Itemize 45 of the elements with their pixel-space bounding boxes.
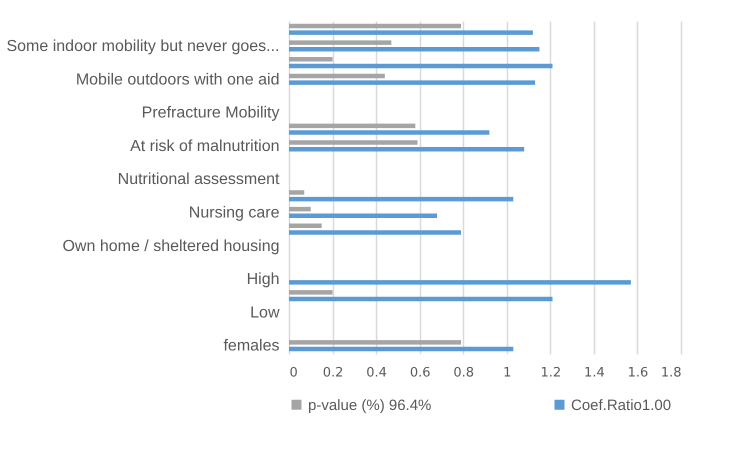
x-tick-label: 1: [503, 366, 512, 380]
x-tick-label: 1.2: [540, 366, 562, 380]
y-tick-label: High: [246, 271, 280, 288]
bar: [289, 340, 462, 345]
bar: [289, 296, 553, 302]
bar: [289, 47, 540, 52]
bar: [289, 280, 631, 285]
bar: [289, 196, 514, 202]
bar: [289, 214, 438, 218]
bar: [289, 80, 536, 85]
y-tick-label: Some indoor mobility but never goes...: [6, 38, 280, 55]
y-tick-label: Nutritional assessment: [118, 171, 280, 188]
y-tick-label: Mobile outdoors with one aid: [76, 71, 280, 88]
x-tick-label: 0.8: [453, 366, 474, 380]
bar: [289, 64, 553, 68]
legend-label: Coef.Ratio1.00: [571, 396, 672, 414]
bar: [289, 124, 416, 128]
bar: [289, 346, 514, 352]
bar: [289, 190, 304, 195]
x-tick-label: 1.6: [628, 366, 648, 380]
y-tick-label: Low: [250, 304, 280, 322]
x-tick-label: 0: [290, 366, 298, 380]
y-tick-label: Nursing care: [188, 204, 280, 222]
bar: [289, 30, 533, 35]
x-tick-label: 1.8: [660, 366, 682, 380]
bar: [289, 290, 333, 295]
y-tick-label: Prefracture Mobility: [142, 104, 280, 122]
x-tick-label: 0.6: [410, 366, 431, 380]
legend-label: p-value (%) 96.4%: [308, 396, 432, 414]
x-tick-label: 0.2: [322, 366, 344, 380]
bar: [289, 130, 490, 135]
y-tick-label: Own home / sheltered housing: [62, 238, 280, 255]
bar: [289, 74, 385, 78]
x-tick-label: 1.4: [584, 366, 605, 380]
x-tick-label: 0.4: [366, 366, 387, 380]
bar: [289, 230, 462, 235]
bar: [289, 206, 311, 212]
bar: [289, 224, 322, 228]
y-tick-label: females: [223, 338, 280, 355]
bar: [289, 146, 524, 152]
bar: [289, 140, 418, 145]
y-tick-label: At risk of malnutrition: [130, 138, 280, 155]
bar: [289, 40, 392, 45]
bar: [289, 24, 462, 28]
bar: [289, 57, 333, 62]
